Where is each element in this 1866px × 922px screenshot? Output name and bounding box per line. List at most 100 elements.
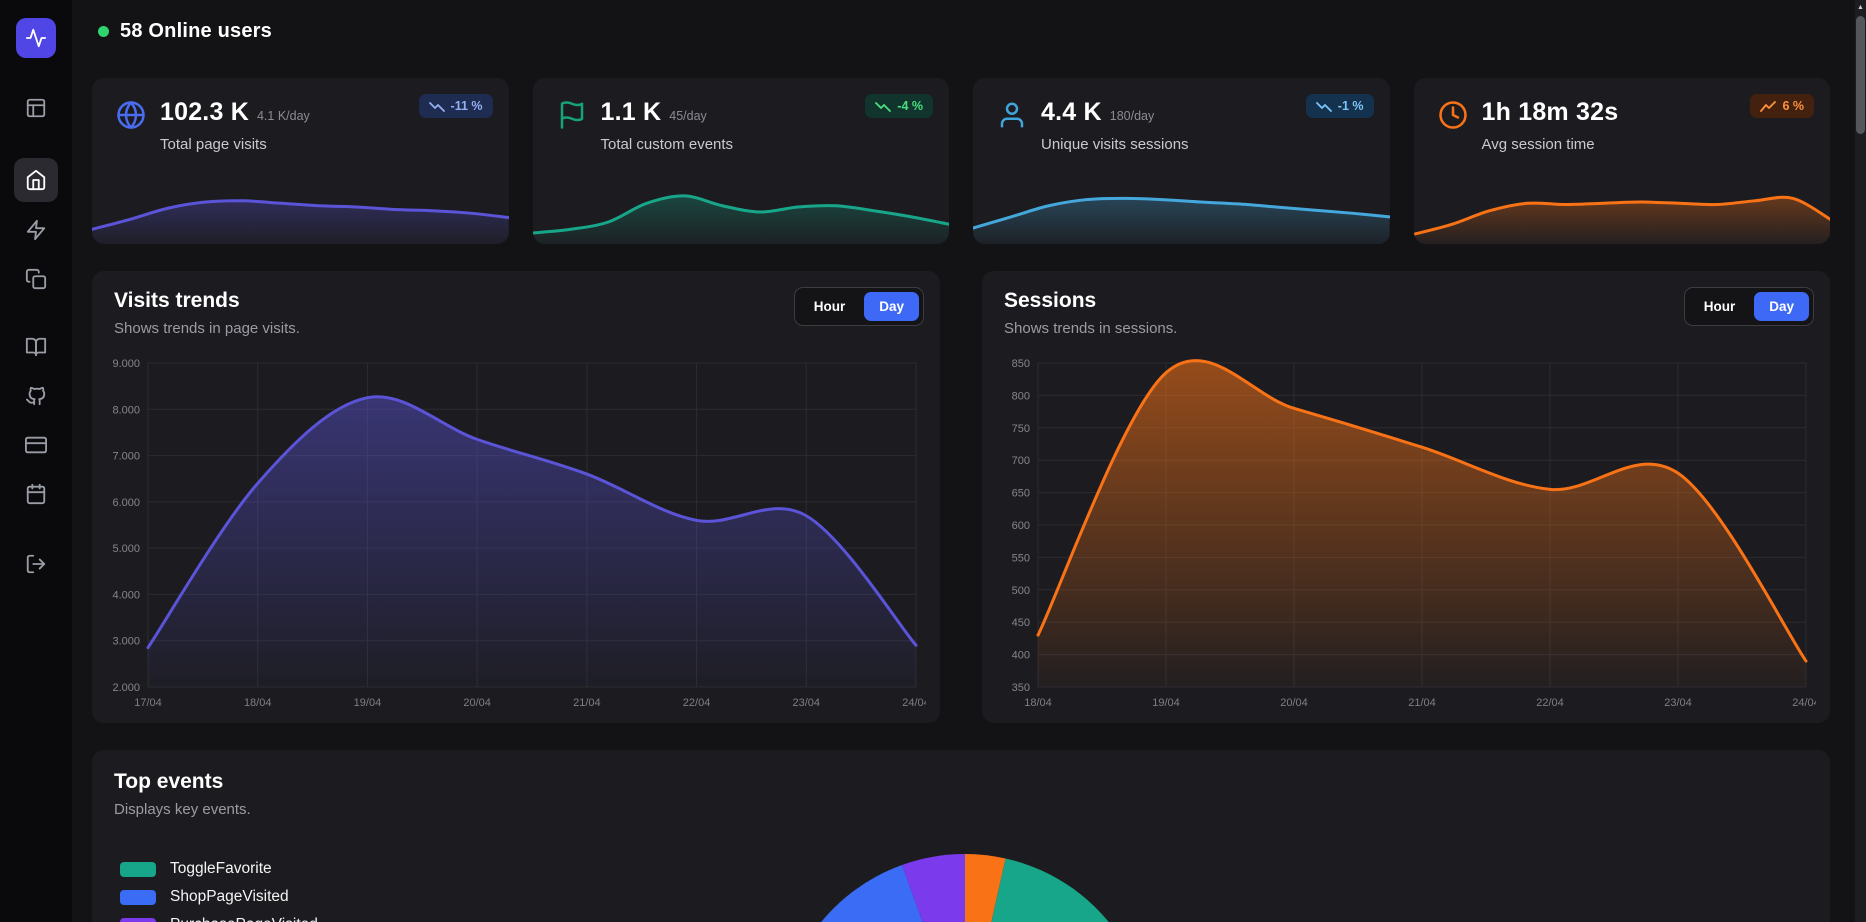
sidebar-item-home[interactable] [14,158,58,202]
flag-icon [557,100,587,135]
card-icon [25,436,47,454]
svg-text:19/04: 19/04 [354,697,382,709]
home-icon [26,169,46,191]
svg-text:8.000: 8.000 [112,404,140,416]
trending-down-icon [1315,102,1332,112]
panel-subtitle: Shows trends in page visits. [114,320,300,337]
panel-title: Sessions [1004,289,1097,312]
svg-text:17/04: 17/04 [134,697,162,709]
svg-text:18/04: 18/04 [1024,697,1052,709]
sidebar-item-copy[interactable] [14,257,58,301]
legend-swatch [120,917,156,922]
stat-rate: 4.1 K/day [256,109,310,123]
svg-text:3.000: 3.000 [112,636,140,648]
hour-toggle-button[interactable]: Hour [1689,292,1751,321]
legend-item[interactable]: ToggleFavorite [120,860,318,878]
sidebar [0,0,72,922]
badge-value: -4 % [897,99,923,113]
svg-text:22/04: 22/04 [1536,697,1564,709]
zap-icon [26,219,46,241]
legend-label: PurchasePageVisited [170,916,318,922]
stat-value: 1h 18m 32s [1481,98,1619,126]
sessions-chart: 850 800 750 700 650 600 550 500 450 400 350 18/04 19… [1012,358,1816,709]
svg-text:21/04: 21/04 [1408,697,1436,709]
legend-item[interactable]: PurchasePageVisited [120,916,318,922]
custom-events-sparkline-chart [532,194,949,244]
app-logo[interactable] [16,18,56,58]
stat-card-unique-sessions: 4.4 K 180/day Unique visits sessions -1 … [973,78,1390,244]
legend-swatch [120,889,156,905]
book-icon [25,337,47,357]
svg-text:800: 800 [1012,390,1030,402]
svg-text:400: 400 [1012,650,1030,662]
svg-text:4.000: 4.000 [112,589,140,601]
logout-icon [26,554,46,574]
svg-text:650: 650 [1012,488,1030,500]
svg-text:750: 750 [1012,423,1030,435]
hour-toggle-button[interactable]: Hour [799,292,861,321]
stat-value: 1.1 K [600,98,662,126]
svg-text:23/04: 23/04 [793,697,821,709]
stat-label: Unique visits sessions [1041,136,1189,153]
trend-badge: -4 % [865,94,933,118]
day-toggle-button[interactable]: Day [1754,292,1809,321]
legend-swatch [120,861,156,877]
scrollbar-track[interactable] [1855,0,1866,922]
scrollbar-thumb[interactable] [1856,16,1865,134]
globe-icon [116,100,146,135]
svg-text:23/04: 23/04 [1664,697,1692,709]
trending-down-icon [428,102,445,112]
svg-text:5.000: 5.000 [112,543,140,555]
scroll-up-arrow[interactable]: ▲ [1857,3,1864,11]
sidebar-item-card[interactable] [14,423,58,467]
legend-item[interactable]: ShopPageVisited [120,888,318,906]
trend-badge: -1 % [1305,94,1374,118]
copy-icon [25,268,47,290]
sidebar-item-book[interactable] [14,325,58,369]
online-users-header: 58 Online users [98,20,272,43]
svg-text:2.000: 2.000 [112,682,140,694]
panel-title: Visits trends [114,289,240,312]
timer-icon [1438,100,1468,135]
panel-title: Top events [114,770,224,793]
day-toggle-button[interactable]: Day [864,292,919,321]
interval-toggle: Hour Day [1683,287,1814,326]
panel-subtitle: Shows trends in sessions. [1004,320,1178,337]
svg-text:20/04: 20/04 [463,697,491,709]
svg-text:18/04: 18/04 [244,697,272,709]
user-icon [997,100,1027,135]
activity-icon [25,28,47,48]
svg-text:350: 350 [1012,682,1030,694]
svg-text:450: 450 [1012,617,1030,629]
svg-text:24/04: 24/04 [902,697,926,709]
sidebar-item-layout[interactable] [14,86,58,130]
legend-label: ToggleFavorite [170,860,272,877]
logout-button[interactable] [14,542,58,586]
calendar-icon [26,483,46,505]
stat-rate: 45/day [669,109,707,123]
sidebar-item-zap[interactable] [14,208,58,252]
svg-text:500: 500 [1012,585,1030,597]
page-visits-sparkline-chart [92,199,509,244]
svg-text:850: 850 [1012,358,1030,370]
stat-card-custom-events: 1.1 K 45/day Total custom events -4 % [532,78,949,244]
sidebar-item-github[interactable] [14,374,58,418]
visits-trends-panel: Visits trends Shows trends in page visit… [92,271,940,723]
visits-trends-chart: 9.000 8.000 7.000 6.000 5.000 4.000 3.000 2.000… [112,358,926,709]
svg-text:22/04: 22/04 [683,697,711,709]
stat-value: 4.4 K [1041,98,1102,126]
trend-badge: 6 % [1750,94,1814,118]
stat-value: 102.3 K [160,98,249,126]
interval-toggle: Hour Day [793,287,924,326]
badge-value: -11 % [450,99,483,113]
layout-icon [26,98,46,118]
trend-badge: -11 % [418,94,493,118]
stat-rate: 180/day [1109,109,1155,123]
session-time-sparkline-chart [1413,195,1830,244]
unique-sessions-sparkline-chart [973,196,1390,244]
svg-text:550: 550 [1012,552,1030,564]
sidebar-item-calendar[interactable] [14,472,58,516]
panel-subtitle: Displays key events. [114,801,251,818]
badge-value: 6 % [1782,99,1804,113]
svg-text:600: 600 [1012,520,1030,532]
